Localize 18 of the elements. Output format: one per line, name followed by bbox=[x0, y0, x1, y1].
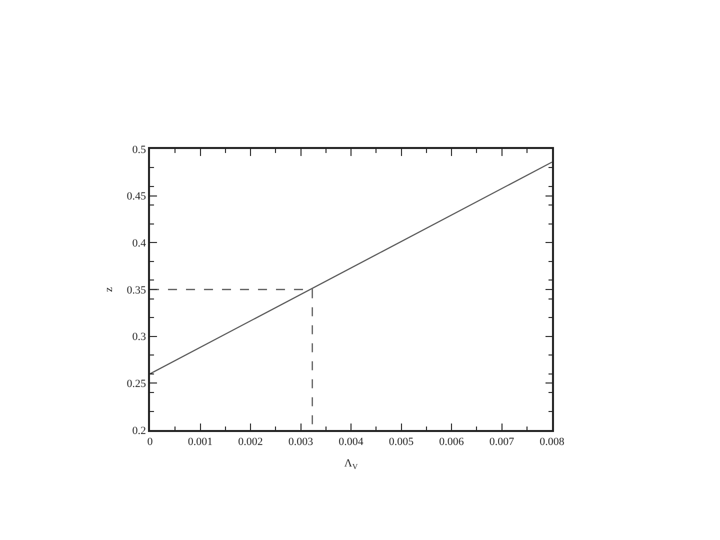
y-axis-title: z bbox=[102, 286, 115, 292]
x-axis-title: Λ$_{V}$ bbox=[344, 458, 358, 471]
x-tick-label: 0 bbox=[147, 436, 154, 448]
x-tick-label: 0.003 bbox=[288, 436, 314, 448]
x-tick-label: 0.006 bbox=[439, 436, 464, 448]
x-tick-label: 0.002 bbox=[238, 436, 263, 448]
y-tick-label: 0.45 bbox=[126, 190, 147, 203]
x-tick-label: 0.005 bbox=[388, 436, 414, 448]
y-tick-label: 0.4 bbox=[132, 238, 147, 250]
y-tick-label: 0.5 bbox=[132, 144, 147, 156]
y-tick-label: 0.3 bbox=[132, 331, 147, 344]
y-tick-label: 0.2 bbox=[132, 424, 146, 437]
x-tick-label: 0.004 bbox=[338, 436, 364, 448]
x-tick-label: 0.008 bbox=[540, 436, 565, 448]
y-tick-label: 0.35 bbox=[126, 284, 147, 296]
x-tick-label: 0.007 bbox=[489, 436, 515, 448]
x-tick-label: 0.001 bbox=[188, 436, 213, 448]
y-tick-label: 0.25 bbox=[126, 378, 147, 390]
